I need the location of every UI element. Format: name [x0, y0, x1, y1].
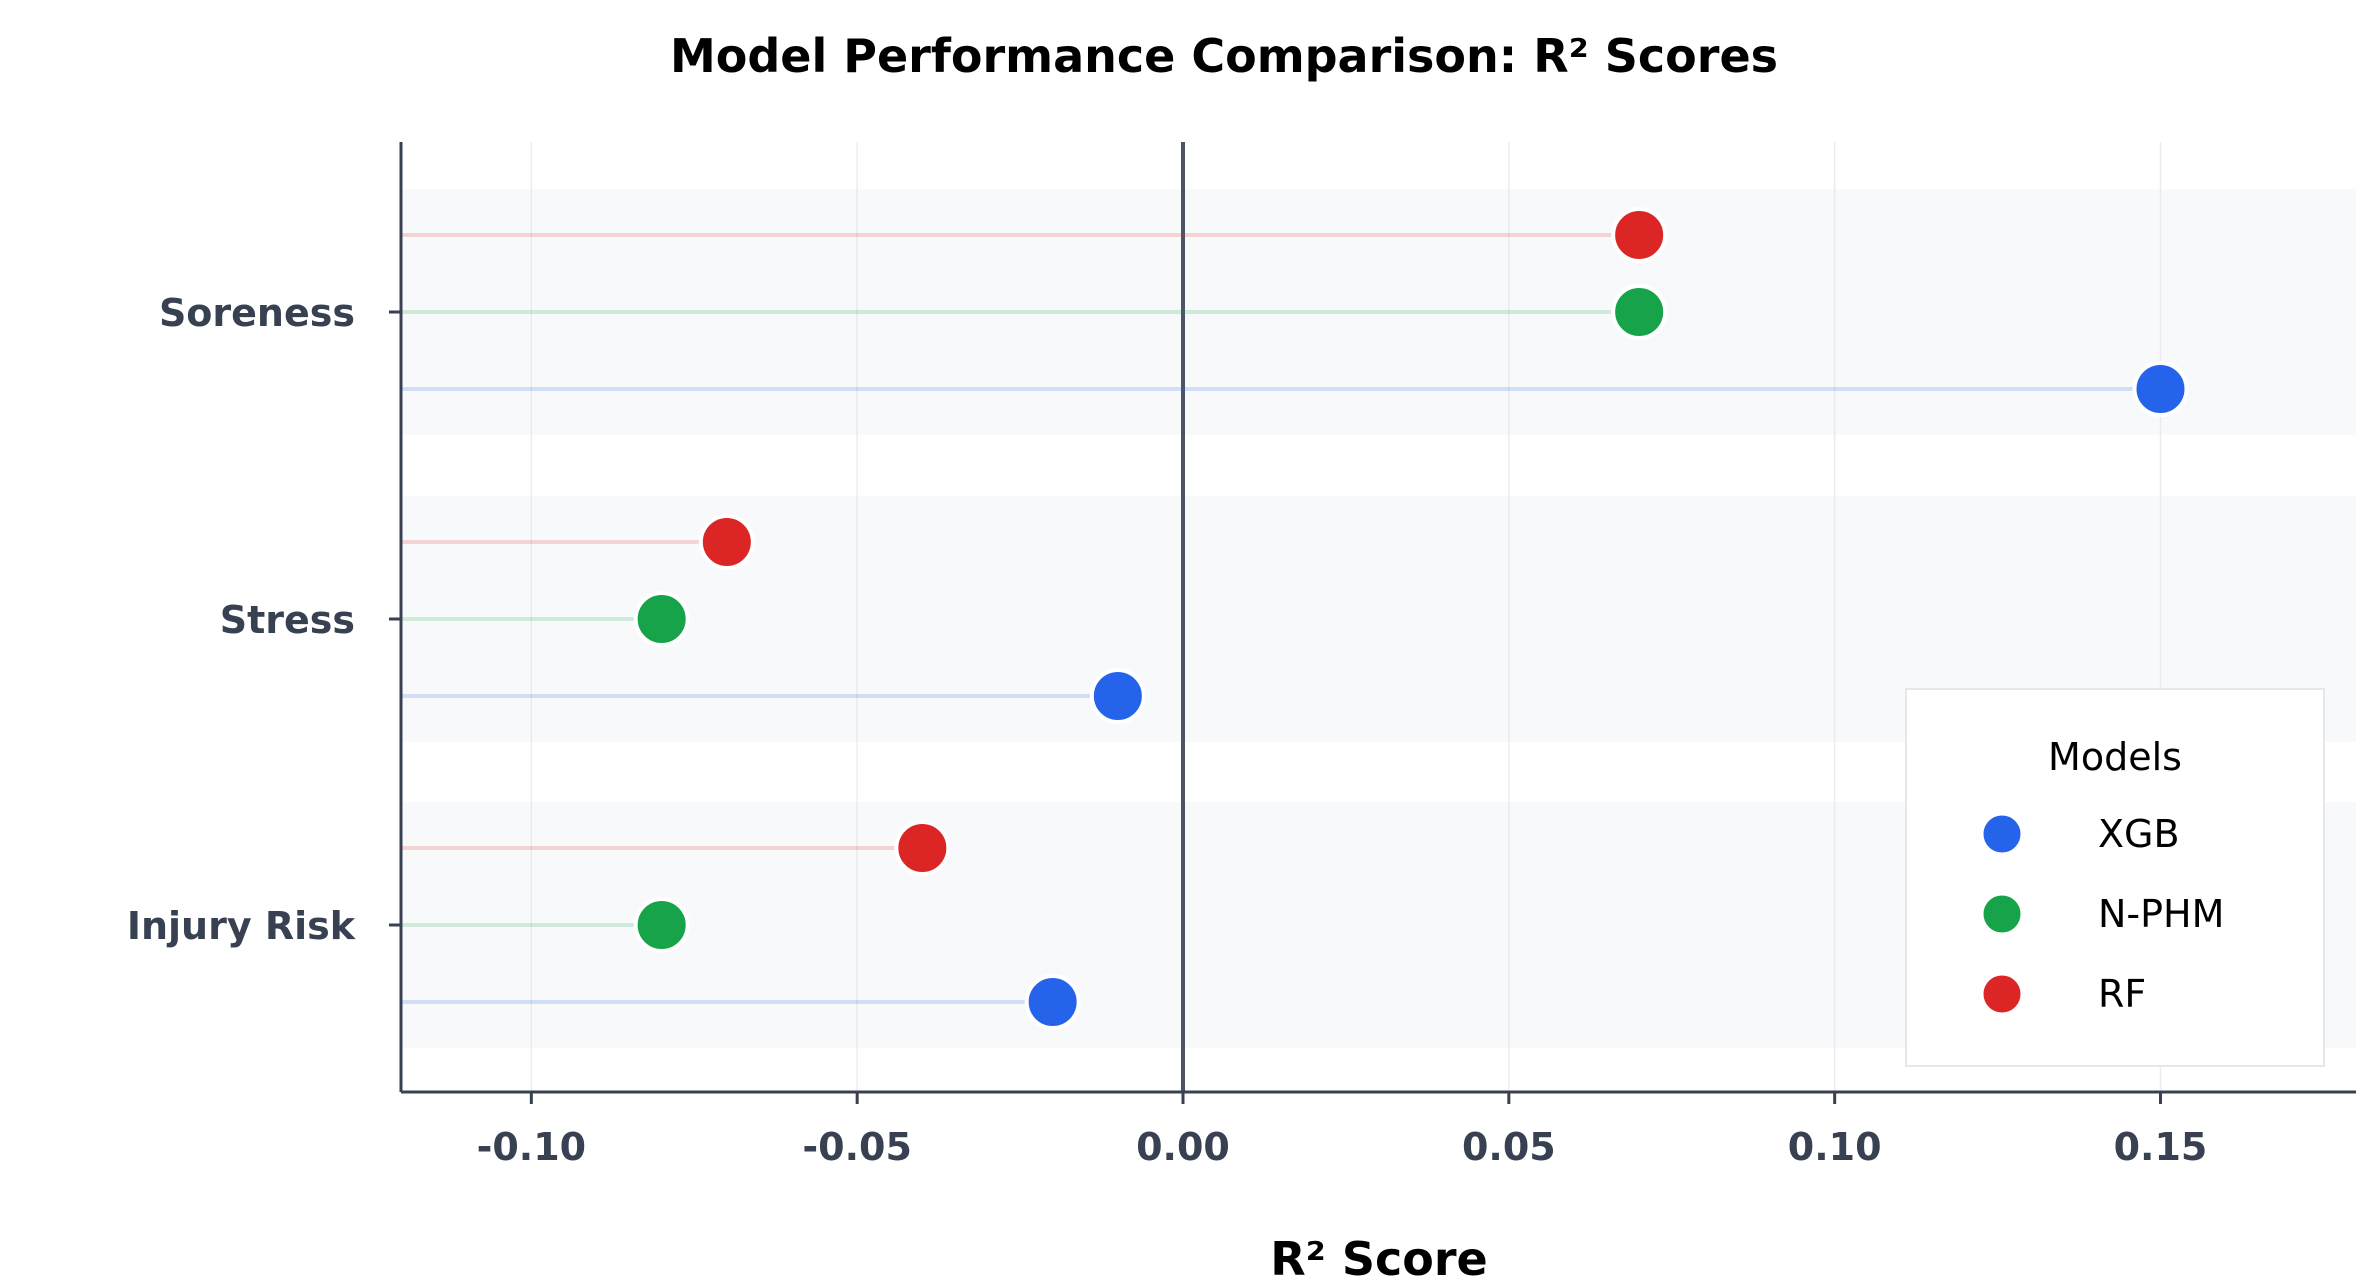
legend-marker-xgb	[1980, 812, 2024, 856]
data-point-rf	[1611, 207, 1668, 263]
legend-title: Models	[2048, 735, 2182, 779]
x-ticks: -0.10 -0.05 0.00 0.05 0.10 0.15	[477, 1092, 2208, 1169]
legend-label: N-PHM	[2098, 892, 2224, 936]
legend: Models XGB N-PHM RF	[1905, 688, 2325, 1067]
legend-label: RF	[2098, 972, 2146, 1016]
data-point-xgb	[2132, 361, 2189, 417]
legend-box	[1905, 688, 2325, 1067]
data-point-n-phm	[633, 591, 690, 647]
x-tick-label: -0.05	[802, 1125, 912, 1169]
data-point-rf	[698, 514, 755, 570]
x-tick-label: 0.05	[1462, 1125, 1556, 1169]
y-category-label: Stress	[220, 598, 355, 642]
legend-label: XGB	[2098, 812, 2180, 856]
data-point-rf	[894, 820, 951, 876]
data-point-n-phm	[1611, 284, 1668, 340]
data-point-n-phm	[633, 897, 690, 953]
y-category-label: Injury Risk	[127, 904, 356, 948]
x-tick-label: -0.10	[477, 1125, 587, 1169]
legend-marker-n-phm	[1980, 892, 2024, 936]
axes	[399, 142, 2356, 1094]
x-axis-title: R² Score	[1270, 1232, 1487, 1279]
category-band	[401, 189, 2356, 435]
data-point-xgb	[1089, 668, 1146, 724]
x-tick-label: 0.15	[2114, 1125, 2208, 1169]
x-tick-label: 0.10	[1788, 1125, 1882, 1169]
data-point-xgb	[1024, 974, 1081, 1030]
lollipops	[401, 207, 2189, 1030]
y-category-label: Soreness	[159, 291, 355, 335]
x-tick-label: 0.00	[1136, 1125, 1230, 1169]
legend-marker-rf	[1980, 972, 2024, 1016]
y-categories: Soreness Stress Injury Risk	[127, 291, 401, 948]
chart-title: Model Performance Comparison: R² Scores	[670, 29, 1778, 83]
